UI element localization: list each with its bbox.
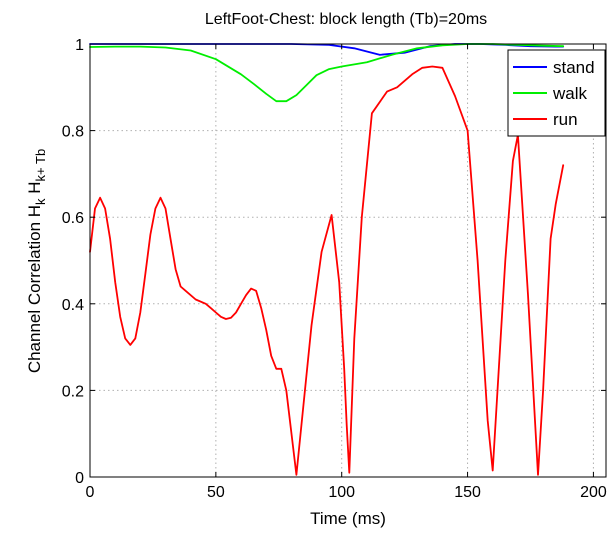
y-tick-labels: 0 0.2 0.4 0.6 0.8 1 bbox=[62, 37, 84, 487]
plot-frame bbox=[89, 43, 607, 478]
x-tick-label: 0 bbox=[86, 484, 95, 501]
y-tick-label: 0.6 bbox=[62, 210, 84, 227]
legend-entries: stand walk run bbox=[513, 58, 595, 129]
y-axis-title-main: Channel Correlation H bbox=[25, 205, 44, 373]
x-tick-label: 100 bbox=[328, 484, 355, 501]
legend: stand walk run bbox=[507, 49, 606, 137]
y-axis-title-sub1: k bbox=[33, 198, 48, 205]
y-axis-title: Channel Correlation Hk Hk+ Tb bbox=[25, 149, 48, 373]
chart-title: LeftFoot-Chest: block length (Tb)=20ms bbox=[205, 11, 487, 28]
y-tick-label: 0.2 bbox=[62, 383, 84, 400]
x-tick-labels: 0 50 100 150 200 bbox=[86, 484, 607, 501]
legend-label-run: run bbox=[553, 110, 578, 129]
y-tick-label: 0.8 bbox=[62, 124, 84, 141]
y-tick-label: 0.4 bbox=[62, 297, 84, 314]
y-axis-title-sub2: k+ Tb bbox=[33, 149, 48, 182]
x-tick-label: 50 bbox=[207, 484, 225, 501]
y-tick-label: 1 bbox=[75, 37, 84, 54]
series-line-run bbox=[89, 65, 565, 476]
legend-label-stand: stand bbox=[553, 58, 595, 77]
x-tick-label: 200 bbox=[580, 484, 607, 501]
y-tick-label: 0 bbox=[75, 470, 84, 487]
x-axis-title: Time (ms) bbox=[310, 509, 386, 528]
y-axis-title-mid: H bbox=[25, 181, 44, 198]
legend-label-walk: walk bbox=[552, 84, 588, 103]
x-tick-label: 150 bbox=[454, 484, 481, 501]
